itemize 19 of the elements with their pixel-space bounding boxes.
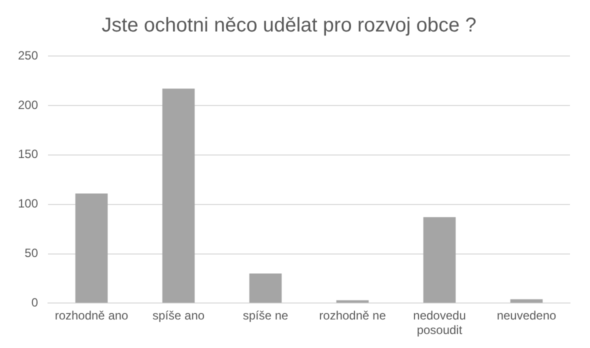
bar [510, 299, 543, 303]
y-tick-label: 0 [31, 296, 38, 310]
y-tick-label: 200 [18, 98, 38, 112]
y-tick-label: 250 [18, 48, 38, 62]
bar [249, 274, 282, 303]
x-tick-label: spíše ne [242, 308, 289, 323]
chart-title: Jste ochotni něco udělat pro rozvoj obce ? [102, 14, 476, 37]
x-tick-label: rozhodně ano [54, 308, 129, 323]
x-tick-label: spíše ano [152, 308, 205, 323]
bar [423, 217, 456, 303]
bar [162, 88, 195, 303]
x-tick-label: rozhodně ne [319, 308, 386, 323]
x-tick-label: neuvedeno [496, 308, 557, 323]
bar [336, 300, 369, 303]
y-tick-label: 50 [24, 246, 38, 260]
y-tick-label: 100 [18, 196, 38, 211]
bar [75, 193, 108, 303]
y-tick-label: 150 [18, 147, 38, 162]
x-tick-label: nedovedu posoudit [413, 308, 466, 338]
